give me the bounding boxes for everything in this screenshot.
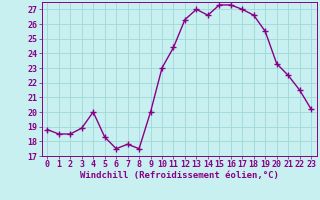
X-axis label: Windchill (Refroidissement éolien,°C): Windchill (Refroidissement éolien,°C)	[80, 171, 279, 180]
